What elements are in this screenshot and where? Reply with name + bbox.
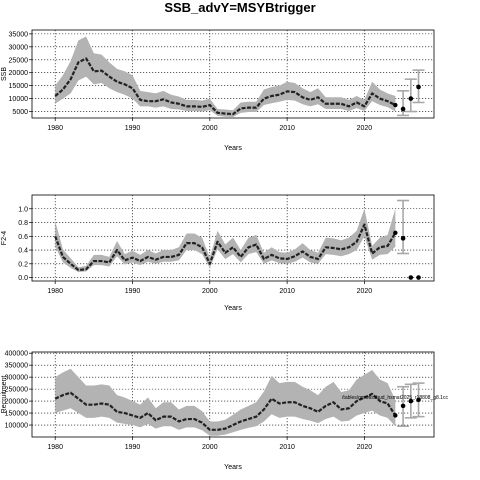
projection-point [416,275,421,280]
x-tick-label: 2020 [357,444,373,451]
y-tick-label: 350000 [5,363,28,370]
panel-1: 1980 1990 2000 2010 2020 5000 10000 15000 20000 2… [1,29,435,152]
x-tick-label: 1980 [47,288,63,295]
y-axis-title: SSB [1,67,8,81]
x-tick-label: 1980 [47,444,63,451]
y-tick-label: 100000 [5,423,28,430]
x-tick-label: 2020 [357,125,373,132]
y-tick-label: 25000 [9,57,29,64]
data-point [393,230,398,236]
panel-2: 1980 1990 2000 2010 2020 0.0 0.2 0.4 0.6 0.8 1.0 Ye… [1,194,435,312]
plot-frame [31,29,435,119]
x-axis-title: Years [224,145,242,152]
projection-point [400,236,406,241]
series-line [54,57,396,116]
y-tick-label: 10000 [9,96,29,103]
x-tick-label: 1990 [125,288,141,295]
projection-point [408,275,414,280]
y-tick-label: 300000 [5,375,28,382]
x-tick-label: 2000 [202,125,218,132]
x-axis-title: Years [224,464,242,471]
x-tick-label: 2010 [279,125,295,132]
x-tick-label: 2010 [279,444,295,451]
series-line [54,223,397,272]
y-tick-label: 35000 [9,31,29,38]
plot-annotation: /tables/gmwtlssbud_hsmat2025_r18808_g8.1… [342,395,448,401]
y-tick-label: 250000 [5,387,28,394]
data-point [393,413,398,418]
y-tick-label: 0.8 [18,220,28,227]
x-tick-label: 1990 [125,125,141,132]
y-tick-label: 30000 [9,44,29,51]
series-line [54,391,397,431]
confidence-band [55,36,396,117]
plot-frame [31,194,435,282]
x-tick-label: 2010 [279,288,295,295]
chart-title: SSB_advY=MSYBtrigger [164,0,316,15]
projection-point [408,96,414,101]
y-tick-label: 0.2 [18,261,28,268]
y-tick-label: 150000 [5,411,28,418]
y-tick-label: 0.4 [18,248,28,255]
panel-3: 1980 1990 2000 2010 2020 100000 150000 200000 25… [1,351,448,471]
projection-point [400,403,406,409]
x-tick-label: 1990 [125,444,141,451]
y-tick-label: 200000 [5,399,28,406]
y-tick-label: 400000 [5,351,28,358]
y-tick-label: 1.0 [18,206,28,213]
y-axis-title: Recruitment [1,376,8,414]
y-tick-label: 20000 [9,70,29,77]
projection-point [416,84,421,90]
projection-point [400,106,406,112]
projection-point [416,397,421,403]
y-axis-title: F2-4 [1,231,8,246]
projection-point [408,398,414,404]
x-axis-title: Years [224,305,242,312]
y-tick-label: 15000 [9,83,29,90]
data-point [393,102,398,108]
x-tick-label: 2000 [202,444,218,451]
y-tick-label: 0.6 [18,234,28,241]
y-tick-label: 5000 [12,109,28,116]
x-tick-label: 1980 [47,125,63,132]
x-tick-label: 2000 [202,288,218,295]
confidence-band [55,368,396,436]
y-tick-label: 0.0 [18,275,28,282]
x-tick-label: 2020 [357,288,373,295]
plot-frame [31,351,435,438]
